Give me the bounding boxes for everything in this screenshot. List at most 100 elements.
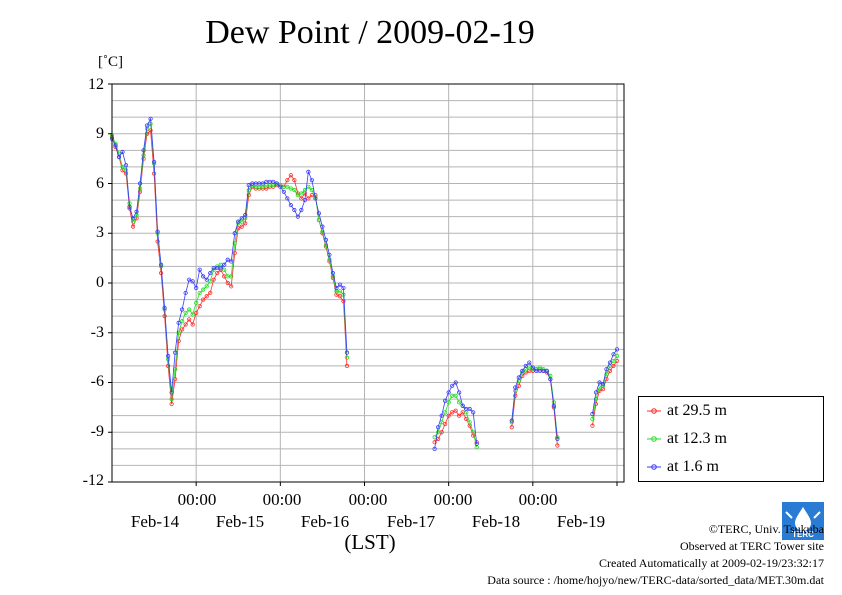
data-point xyxy=(285,178,290,183)
data-point xyxy=(460,403,465,408)
data-point xyxy=(271,179,276,184)
data-point xyxy=(527,360,532,365)
data-point xyxy=(443,421,448,427)
data-point xyxy=(313,196,318,201)
data-point xyxy=(116,154,122,160)
data-point xyxy=(225,280,230,286)
y-tick-label: -3 xyxy=(90,324,104,341)
data-point xyxy=(334,285,339,291)
data-point xyxy=(604,367,609,372)
data-point xyxy=(299,191,304,196)
y-tick-label: -6 xyxy=(90,373,104,390)
data-point xyxy=(194,285,199,291)
data-point xyxy=(246,183,251,188)
data-point xyxy=(211,277,216,282)
data-point xyxy=(120,149,125,155)
data-point xyxy=(113,143,118,148)
credit-created: Created Automatically at 2009-02-19/23:3… xyxy=(599,556,824,570)
x-date-label: Feb-15 xyxy=(215,512,265,531)
data-point xyxy=(590,416,595,422)
data-point xyxy=(439,413,444,418)
data-point xyxy=(288,186,293,191)
data-point xyxy=(295,193,300,198)
data-point xyxy=(176,338,181,344)
y-tick-label: 12 xyxy=(88,76,104,93)
data-point xyxy=(555,436,560,441)
x-date-label: Feb-17 xyxy=(386,512,436,531)
data-point xyxy=(337,294,343,299)
data-point xyxy=(151,171,157,176)
data-point xyxy=(337,282,343,287)
data-point xyxy=(180,327,185,332)
data-point xyxy=(183,290,188,296)
data-point xyxy=(169,396,174,402)
data-point xyxy=(130,224,136,229)
x-date-label: Feb-18 xyxy=(471,512,521,531)
data-point xyxy=(288,202,293,208)
series-line xyxy=(111,129,348,405)
x-axis-label: (LST) xyxy=(344,530,396,554)
data-point xyxy=(236,219,241,224)
data-point xyxy=(432,440,437,445)
data-point xyxy=(306,196,311,201)
data-point xyxy=(173,350,178,355)
data-point xyxy=(288,173,293,178)
data-point xyxy=(509,425,514,430)
data-point xyxy=(446,413,451,418)
data-point xyxy=(611,358,616,364)
data-point xyxy=(176,320,181,325)
x-time-label: 00:00 xyxy=(262,490,302,509)
data-point xyxy=(246,193,251,198)
data-point xyxy=(457,413,462,418)
data-point xyxy=(509,418,514,423)
legend-swatch-29-5m xyxy=(647,408,661,414)
data-point xyxy=(457,390,462,395)
legend-label: at 12.3 m xyxy=(667,430,727,447)
data-point xyxy=(344,350,350,355)
data-point xyxy=(155,229,160,234)
data-point xyxy=(190,322,195,327)
data-point xyxy=(457,400,462,405)
legend-label: at 29.5 m xyxy=(667,402,727,419)
data-point xyxy=(187,307,192,312)
data-point xyxy=(323,242,329,247)
data-point xyxy=(162,305,167,310)
legend: at 29.5 m at 12.3 m at 1.6 m xyxy=(638,396,824,482)
data-point xyxy=(432,446,437,451)
data-point xyxy=(299,196,304,201)
data-point xyxy=(137,186,143,191)
data-point xyxy=(208,279,213,284)
data-point xyxy=(183,322,188,327)
data-point xyxy=(299,207,304,213)
terc-logo-icon: TERC xyxy=(782,502,824,540)
data-point xyxy=(225,257,230,262)
data-point xyxy=(450,410,455,415)
data-point xyxy=(464,416,469,422)
legend-swatch-12-3m xyxy=(647,436,661,442)
series-layer xyxy=(109,116,620,451)
data-point xyxy=(222,262,227,267)
data-point xyxy=(320,224,325,229)
x-time-label: 00:00 xyxy=(177,490,217,509)
data-point xyxy=(302,188,307,193)
data-point xyxy=(471,410,476,415)
data-point xyxy=(134,209,139,214)
data-point xyxy=(180,319,185,324)
y-tick-label: 3 xyxy=(96,224,104,241)
data-point xyxy=(285,196,290,201)
x-date-label: Feb-14 xyxy=(130,512,180,531)
data-point xyxy=(467,406,472,412)
data-point xyxy=(302,197,307,203)
data-point xyxy=(281,189,286,194)
data-point xyxy=(450,383,455,388)
data-point xyxy=(194,300,199,305)
data-point xyxy=(344,363,350,369)
legend-item: at 1.6 m xyxy=(647,457,719,477)
data-point xyxy=(166,363,171,369)
y-tick-label: 9 xyxy=(96,125,104,142)
data-point xyxy=(306,169,311,174)
data-point xyxy=(208,270,213,276)
data-point xyxy=(204,294,209,299)
chart-title: Dew Point / 2009-02-19 xyxy=(205,14,535,51)
